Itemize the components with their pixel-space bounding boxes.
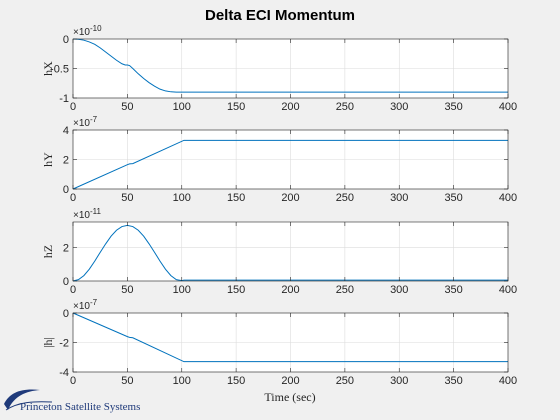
x-tick-label: 50 (121, 101, 133, 113)
y-exponent-label: ×10-7 (73, 115, 98, 129)
y-tick-label: 0 (63, 276, 69, 288)
x-tick-label: 150 (227, 284, 245, 296)
x-tick-label: 50 (121, 284, 133, 296)
x-tick-label: 200 (281, 192, 299, 204)
y-exponent-label: ×10-10 (73, 24, 102, 38)
x-axis-label: Time (sec) (264, 390, 315, 404)
x-tick-label: 200 (281, 284, 299, 296)
x-tick-label: 350 (444, 284, 462, 296)
y-axis-label: |h| (41, 337, 55, 348)
x-tick-label: 400 (499, 284, 517, 296)
y-axis-label: hZ (41, 245, 55, 258)
y-tick-label: 4 (63, 125, 69, 137)
x-tick-label: 250 (336, 375, 354, 387)
figure-title: Delta ECI Momentum (205, 7, 355, 24)
y-tick-label: 2 (63, 242, 69, 254)
subplot-3: 0 50 100 150 200 250 300 350 400 0 2 ×10-11 hZ (41, 207, 517, 296)
x-tick-label: 350 (444, 192, 462, 204)
y-tick-label: -2 (59, 338, 69, 350)
y-tick-label: 2 (63, 155, 69, 167)
x-tick-label: 250 (336, 192, 354, 204)
x-tick-label: 200 (281, 101, 299, 113)
y-tick-label: 0 (63, 184, 69, 196)
x-tick-label: 100 (173, 101, 191, 113)
x-tick-label: 350 (444, 375, 462, 387)
x-tick-label: 0 (70, 284, 76, 296)
x-tick-label: 400 (499, 375, 517, 387)
x-tick-label: 150 (227, 192, 245, 204)
x-tick-label: 0 (70, 375, 76, 387)
x-tick-label: 0 (70, 192, 76, 204)
x-tick-label: 400 (499, 192, 517, 204)
x-tick-label: 300 (390, 375, 408, 387)
x-tick-label: 100 (173, 375, 191, 387)
x-tick-label: 200 (281, 375, 299, 387)
x-tick-label: 50 (121, 375, 133, 387)
y-axis-label: hY (41, 152, 55, 167)
x-tick-label: 300 (390, 192, 408, 204)
x-tick-label: 350 (444, 101, 462, 113)
company-logo: Princeton Satellite Systems (4, 390, 140, 413)
subplot-2: 0 50 100 150 200 250 300 350 400 0 2 4 ×10-7 hY (41, 115, 517, 204)
y-exponent-label: ×10-7 (73, 298, 98, 312)
x-tick-label: 300 (390, 101, 408, 113)
x-tick-label: 250 (336, 101, 354, 113)
y-axis-label: hX (41, 61, 55, 76)
subplot-4: 0 50 100 150 200 250 300 350 400 -4 -2 0 ×10-7 |h| (41, 298, 517, 387)
x-tick-label: 400 (499, 101, 517, 113)
y-tick-label: -1 (59, 93, 69, 105)
y-tick-label: 0 (63, 34, 69, 46)
x-tick-label: 0 (70, 101, 76, 113)
subplots: 0 50 100 150 200 250 300 350 400-1-0.50×10-10hX0… (41, 24, 517, 387)
y-exponent-label: ×10-11 (73, 207, 101, 221)
x-tick-label: 50 (121, 192, 133, 204)
x-tick-label: 250 (336, 284, 354, 296)
y-tick-label: 0 (63, 308, 69, 320)
y-tick-label: -4 (59, 367, 69, 379)
x-tick-label: 100 (173, 284, 191, 296)
x-tick-label: 100 (173, 192, 191, 204)
logo-text: Princeton Satellite Systems (20, 401, 140, 413)
x-tick-label: 150 (227, 101, 245, 113)
x-tick-label: 300 (390, 284, 408, 296)
x-tick-label: 150 (227, 375, 245, 387)
